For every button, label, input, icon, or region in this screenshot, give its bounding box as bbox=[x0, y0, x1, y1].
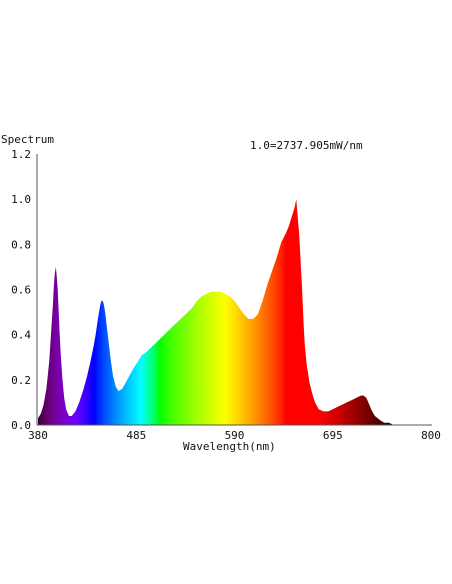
x-tick-labels: 380 485 590 695 800 bbox=[28, 429, 441, 442]
y-tick-label: 0.8 bbox=[11, 238, 31, 251]
x-tick-label: 695 bbox=[323, 429, 343, 442]
spectrum-area bbox=[38, 199, 431, 425]
y-tick-label: 0.0 bbox=[11, 419, 31, 432]
chart-annotation: 1.0=2737.905mW/nm bbox=[250, 139, 363, 152]
x-tick-label: 590 bbox=[225, 429, 245, 442]
y-tick-label: 0.4 bbox=[11, 329, 31, 342]
chart-title: Spectrum bbox=[1, 133, 54, 146]
y-tick-label: 0.2 bbox=[11, 374, 31, 387]
x-tick-label: 800 bbox=[421, 429, 441, 442]
x-axis-label: Wavelength(nm) bbox=[183, 440, 276, 453]
y-tick-labels: 0.0 0.2 0.4 0.6 0.8 1.0 1.2 bbox=[11, 148, 31, 432]
y-tick-label: 0.6 bbox=[11, 284, 31, 297]
y-tick-label: 1.0 bbox=[11, 193, 31, 206]
x-tick-label: 485 bbox=[126, 429, 146, 442]
y-tick-label: 1.2 bbox=[11, 148, 31, 161]
x-tick-label: 380 bbox=[28, 429, 48, 442]
